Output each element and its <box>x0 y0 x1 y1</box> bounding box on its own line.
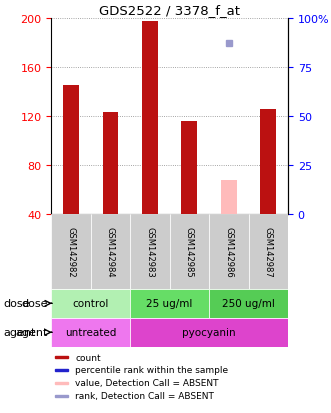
Bar <box>249 215 288 289</box>
Bar <box>55 382 68 384</box>
Text: GSM142984: GSM142984 <box>106 227 115 277</box>
Bar <box>103 113 118 215</box>
Text: dose: dose <box>22 299 48 309</box>
Text: GSM142983: GSM142983 <box>145 227 155 277</box>
Text: value, Detection Call = ABSENT: value, Detection Call = ABSENT <box>75 378 219 387</box>
Bar <box>91 215 130 289</box>
Text: 25 ug/ml: 25 ug/ml <box>146 299 193 309</box>
Text: GSM142982: GSM142982 <box>67 227 75 277</box>
Bar <box>63 86 79 215</box>
Bar <box>130 215 169 289</box>
Bar <box>55 356 68 358</box>
Bar <box>142 22 158 215</box>
Bar <box>51 318 130 347</box>
Text: 250 ug/ml: 250 ug/ml <box>222 299 275 309</box>
Text: count: count <box>75 353 101 362</box>
Text: percentile rank within the sample: percentile rank within the sample <box>75 366 228 375</box>
Bar <box>55 369 68 371</box>
Text: agent: agent <box>16 328 48 337</box>
Title: GDS2522 / 3378_f_at: GDS2522 / 3378_f_at <box>99 5 240 17</box>
Bar <box>55 394 68 397</box>
Bar <box>181 121 197 215</box>
Text: pyocyanin: pyocyanin <box>182 328 236 337</box>
Bar <box>260 109 276 215</box>
Text: rank, Detection Call = ABSENT: rank, Detection Call = ABSENT <box>75 391 214 400</box>
Text: dose: dose <box>3 299 30 309</box>
Bar <box>221 180 237 215</box>
Text: agent: agent <box>3 328 36 337</box>
Bar <box>169 215 209 289</box>
Text: GSM142987: GSM142987 <box>264 227 273 277</box>
Text: untreated: untreated <box>65 328 117 337</box>
Text: GSM142985: GSM142985 <box>185 227 194 277</box>
Bar <box>209 289 288 318</box>
Bar <box>209 215 249 289</box>
Bar <box>51 215 91 289</box>
Text: control: control <box>72 299 109 309</box>
Bar <box>130 318 288 347</box>
Text: GSM142986: GSM142986 <box>224 227 233 277</box>
Bar <box>51 289 130 318</box>
Bar <box>130 289 209 318</box>
